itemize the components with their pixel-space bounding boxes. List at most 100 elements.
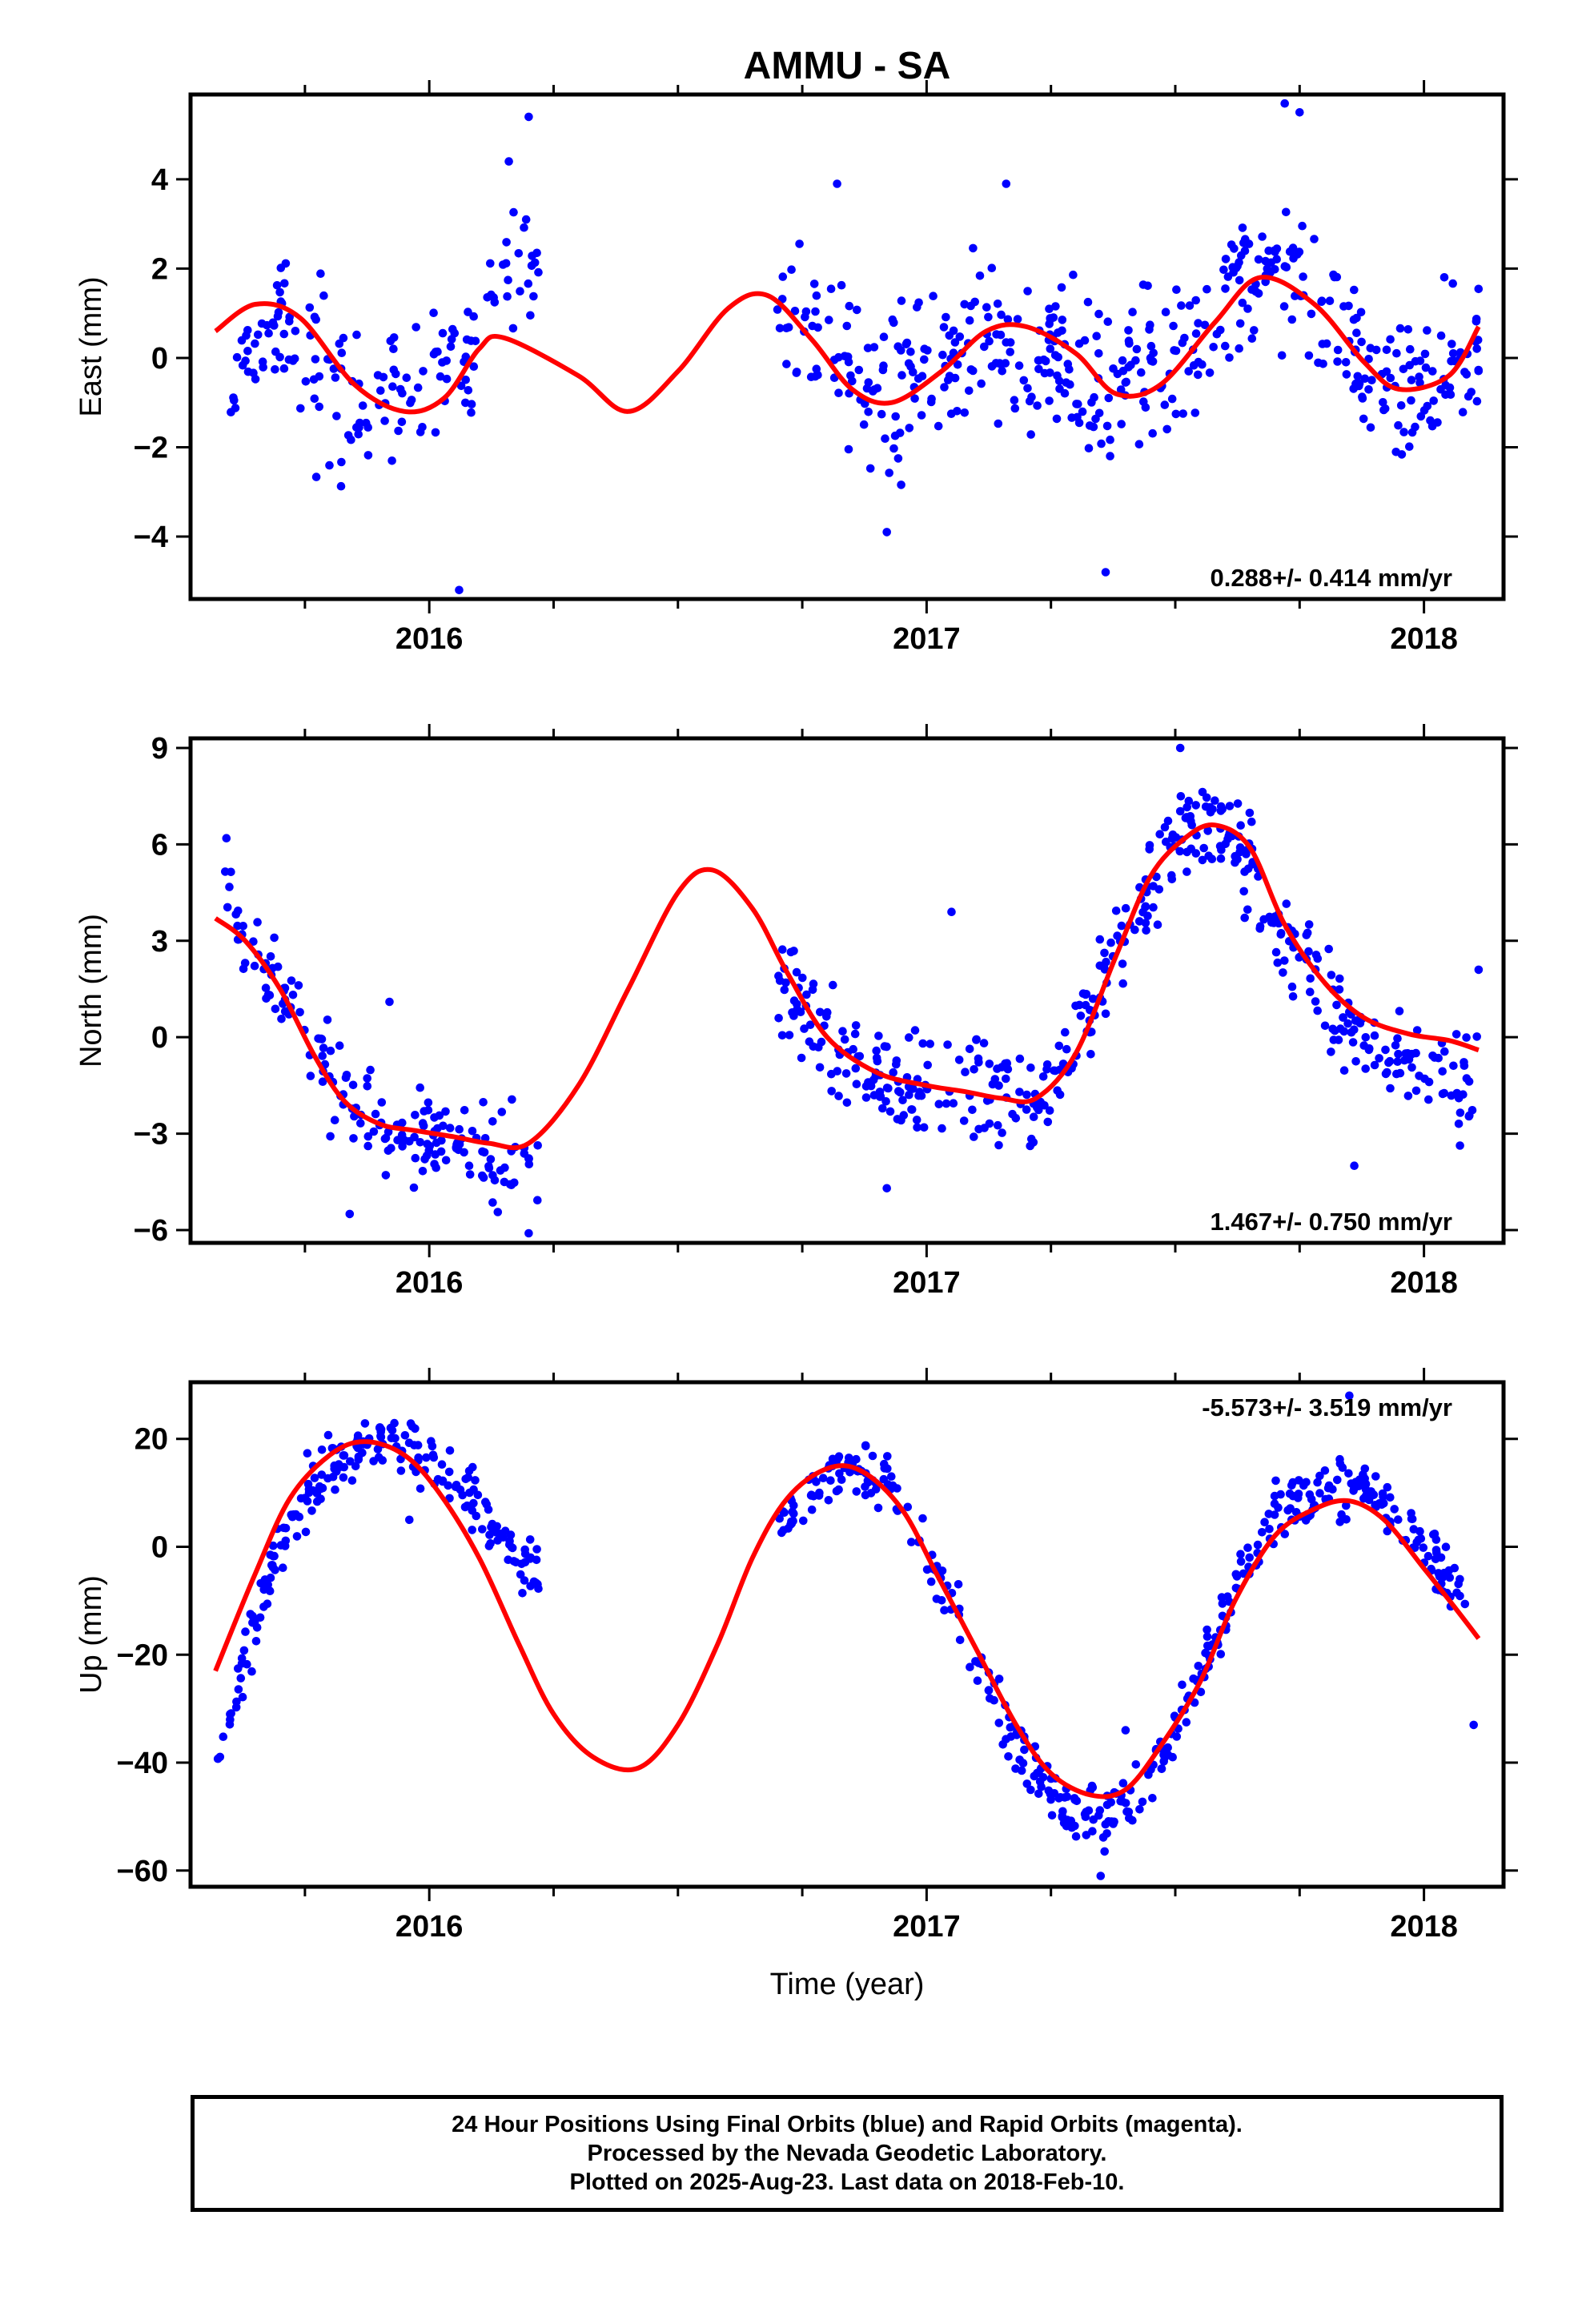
data-point (266, 952, 275, 961)
data-point (1203, 284, 1211, 294)
data-point (905, 424, 914, 432)
data-point (1098, 1833, 1108, 1842)
data-point (353, 423, 362, 432)
data-point (468, 1127, 477, 1136)
data-point (1224, 831, 1234, 840)
data-point (508, 1095, 516, 1104)
data-point (1142, 926, 1150, 935)
data-point (1171, 346, 1181, 356)
data-point (223, 903, 232, 912)
data-point (889, 1068, 897, 1077)
data-point (1328, 1024, 1337, 1034)
data-point (780, 985, 789, 995)
outlier-point (1295, 108, 1304, 117)
data-point (1235, 258, 1243, 267)
data-point (1052, 414, 1062, 424)
data-point (516, 287, 524, 296)
data-point (1092, 332, 1101, 341)
plot-frame (188, 1380, 1506, 1889)
data-point (1260, 1518, 1269, 1526)
data-point (363, 1074, 372, 1083)
data-point (1375, 1054, 1383, 1063)
data-point (1436, 384, 1445, 394)
data-point (1191, 801, 1200, 810)
data-point (1348, 1038, 1358, 1047)
data-point (507, 1180, 516, 1189)
data-point (496, 1166, 505, 1175)
data-point (444, 1467, 454, 1477)
data-point (532, 248, 541, 258)
data-point (965, 386, 974, 396)
data-point (480, 1148, 489, 1157)
data-point (869, 385, 879, 394)
y-tick-label: 0 (151, 342, 168, 376)
data-point (1386, 1493, 1395, 1502)
data-point (895, 428, 905, 437)
data-point (953, 360, 962, 369)
data-point (1428, 367, 1437, 376)
data-point (1407, 1514, 1417, 1524)
data-point (346, 1457, 355, 1466)
data-point (1458, 408, 1468, 416)
data-point (1435, 1571, 1444, 1581)
data-point (464, 1473, 472, 1482)
footer-line-3: Plotted on 2025-Aug-23. Last data on 201… (569, 2169, 1125, 2195)
rate-label: 1.467+/- 0.750 mm/yr (1211, 1208, 1452, 1236)
data-point (882, 1084, 892, 1092)
y-tick-label: 0 (151, 1531, 168, 1565)
outlier-point (1469, 1720, 1478, 1730)
data-point (1057, 283, 1066, 292)
data-point (829, 980, 837, 990)
data-point (1185, 301, 1195, 310)
data-point (1225, 802, 1235, 810)
data-point (424, 1106, 433, 1115)
data-point (275, 287, 284, 297)
data-point (351, 1462, 360, 1471)
data-point (1138, 1797, 1147, 1807)
data-point (903, 1502, 913, 1512)
data-point (1054, 352, 1062, 362)
data-point (524, 279, 533, 288)
data-point (1117, 420, 1126, 428)
data-point (1042, 1060, 1052, 1069)
data-point (424, 1146, 434, 1155)
data-point (1245, 1553, 1254, 1562)
data-point (420, 1155, 429, 1164)
data-point (897, 371, 906, 380)
data-point (918, 1039, 927, 1048)
data-point (236, 1674, 246, 1683)
data-point (520, 1545, 529, 1554)
data-point (1236, 1550, 1245, 1558)
data-point (478, 1171, 487, 1180)
data-point (994, 1120, 1002, 1130)
data-point (1036, 1097, 1045, 1107)
data-point (906, 348, 915, 356)
data-point (982, 303, 991, 312)
data-point (994, 419, 1003, 428)
data-point (1034, 364, 1043, 374)
data-point (412, 323, 420, 332)
data-point (811, 307, 820, 316)
data-point (335, 1041, 344, 1050)
data-point (467, 408, 476, 417)
data-point (881, 434, 889, 443)
data-point (422, 1453, 431, 1462)
data-point (461, 376, 470, 384)
data-point (1258, 232, 1267, 241)
data-point (410, 1441, 419, 1449)
data-point (479, 1098, 488, 1107)
data-point (1306, 974, 1315, 983)
data-point (1054, 1041, 1064, 1051)
data-point (1394, 1049, 1403, 1059)
data-point (841, 1069, 851, 1078)
plot-frame (188, 736, 1506, 1245)
data-point (1082, 1831, 1091, 1839)
data-point (974, 1124, 983, 1134)
x-tick-label: 2018 (1390, 622, 1458, 656)
data-point (1196, 1687, 1206, 1697)
data-point (1239, 887, 1248, 896)
data-point (1094, 1811, 1103, 1820)
data-point (532, 1555, 541, 1565)
data-point (516, 1570, 525, 1579)
data-point (281, 1536, 291, 1546)
